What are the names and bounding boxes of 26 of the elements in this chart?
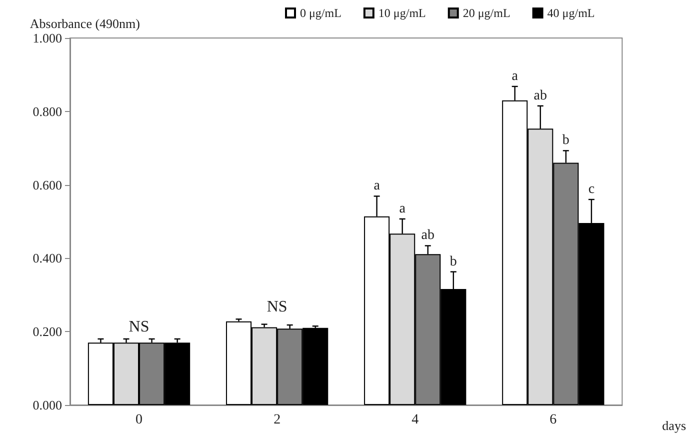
y-tick-label: 0.400 [32,250,62,266]
legend-label: 40 μg/mL [547,6,595,20]
x-tick-label: 2 [274,412,281,428]
y-tick-label: 0.000 [32,398,62,412]
data-label: b [450,254,457,270]
x-axis-title: days [662,418,686,433]
legend-label: 20 μg/mL [462,6,510,20]
data-label: a [512,68,519,84]
data-label: b [562,133,570,148]
y-tick-label: 1.000 [32,30,62,46]
y-tick-label: 0.600 [32,177,62,192]
data-label: ab [534,88,547,104]
data-label: a [374,178,381,194]
x-tick-label: 4 [412,412,419,428]
annotation: NS [128,318,150,336]
y-tick-label: 0.800 [32,104,62,119]
y-axis-title: Absorbance (490nm) [30,16,140,31]
legend-label: 0 μg/mL [300,6,342,20]
legend-label: 10 μg/mL [378,6,426,20]
data-label: c [588,182,595,197]
x-tick-label: 0 [136,412,143,428]
annotation: NS [266,298,288,316]
y-tick-label: 0.200 [32,324,62,340]
x-tick-label: 6 [550,412,557,428]
data-label: a [399,201,406,216]
data-label: ab [421,228,434,244]
